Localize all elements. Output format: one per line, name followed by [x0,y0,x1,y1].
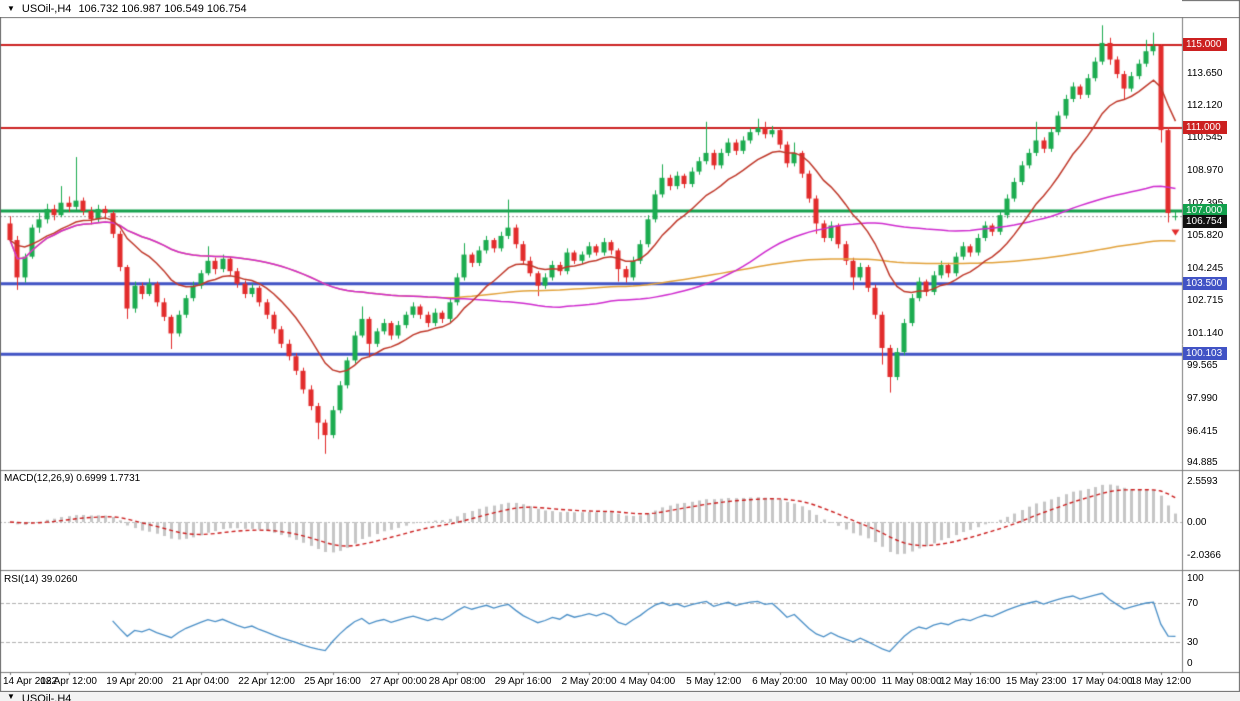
collapse-arrow-icon: ▼ [7,692,15,701]
next-window-titlebar-partial[interactable]: ▼ USOil-,H4 [0,693,1240,701]
price-axis-label: 96.415 [1187,425,1218,437]
rsi-axis[interactable]: 100 70 30 0 [1182,570,1240,672]
time-axis-label: 18 Apr 12:00 [40,676,97,687]
chart-ohlc-values: 106.732 106.987 106.549 106.754 [78,2,247,15]
price-axis-label: 104.245 [1187,263,1224,275]
macd-axis-label: 0.00 [1187,517,1207,528]
rsi-axis-label: 30 [1187,636,1199,648]
price-axis-label: 107.395 [1187,198,1223,209]
price-level-tag: 111.000 [1183,121,1227,134]
time-axis-label: 29 Apr 16:00 [494,676,552,687]
collapse-arrow-icon[interactable]: ▼ [7,3,15,13]
price-level-tag: 107.000 [1183,204,1227,217]
rsi-indicator-label: RSI(14) 39.0260 [4,574,78,585]
price-axis-label: 102.715 [1187,294,1224,306]
time-axis-label: 6 May 20:00 [752,676,808,687]
chart-symbol-timeframe: USOil-,H4 [21,2,72,15]
time-axis-label: 27 Apr 00:00 [370,676,427,687]
macd-indicator-label: MACD(12,26,9) 0.6999 1.7731 [4,473,141,484]
time-axis-label: 25 Apr 16:00 [304,676,361,687]
macd-axis-label: -2.0366 [1187,549,1221,561]
price-level-tag: 103.500 [1183,276,1227,290]
rsi-axis-label: 100 [1187,573,1204,584]
price-axis-label: 105.820 [1187,230,1224,242]
rsi-axis-label: 0 [1187,658,1193,669]
time-axis-label: 17 May 04:00 [1071,676,1133,687]
price-axis-label: 108.970 [1187,165,1224,177]
time-axis-label: 19 Apr 20:00 [106,676,163,687]
time-axis-label: 18 May 12:00 [1130,676,1192,687]
price-axis-label: 113.650 [1187,68,1223,80]
time-axis-label: 22 Apr 12:00 [238,676,295,687]
price-axis[interactable]: 113.650 112.120 110.545 108.970 107.395 105.8… [1182,17,1240,470]
time-axis-label: 21 Apr 04:00 [172,676,229,687]
time-axis-label: 28 Apr 08:00 [428,676,486,687]
price-axis-label: 99.565 [1187,360,1218,372]
time-axis[interactable]: 14 Apr 2022 18 Apr 12:00 19 Apr 20:00 21 Ap… [0,672,1191,691]
price-level-tag: 100.103 [1183,347,1227,361]
price-level-tag: 115.000 [1183,38,1227,51]
next-window-symbol: USOil-,H4 [21,693,72,701]
bottom-window-strip[interactable]: ▼ USOil-,H4 [0,691,1240,701]
time-axis-label: 11 May 08:00 [881,676,942,687]
rsi-axis-label: 70 [1187,598,1199,610]
time-axis-label: 5 May 12:00 [686,676,742,687]
macd-axis-label: 2.5593 [1187,476,1218,488]
time-axis-label: 4 May 04:00 [620,676,676,687]
time-axis-label: 15 May 23:00 [1005,676,1067,687]
price-axis-label: 112.120 [1187,99,1223,111]
time-axis-label: 10 May 00:00 [815,676,876,687]
time-axis-label: 12 May 16:00 [939,676,1001,687]
chart-titlebar: ▼ USOil-,H4 106.732 106.987 106.549 106.… [0,0,1182,17]
time-axis-label: 14 Apr 2022 [3,676,57,687]
time-axis-label: 2 May 20:00 [561,676,617,687]
price-axis-label: 101.140 [1187,327,1224,339]
current-price-tag: 106.754 [1183,215,1227,229]
price-axis-label: 94.885 [1187,457,1218,469]
price-axis-label: 97.990 [1187,392,1218,404]
macd-axis[interactable]: 2.5593 0.00 -2.0366 [1182,470,1240,570]
price-axis-label: 110.545 [1187,132,1223,144]
